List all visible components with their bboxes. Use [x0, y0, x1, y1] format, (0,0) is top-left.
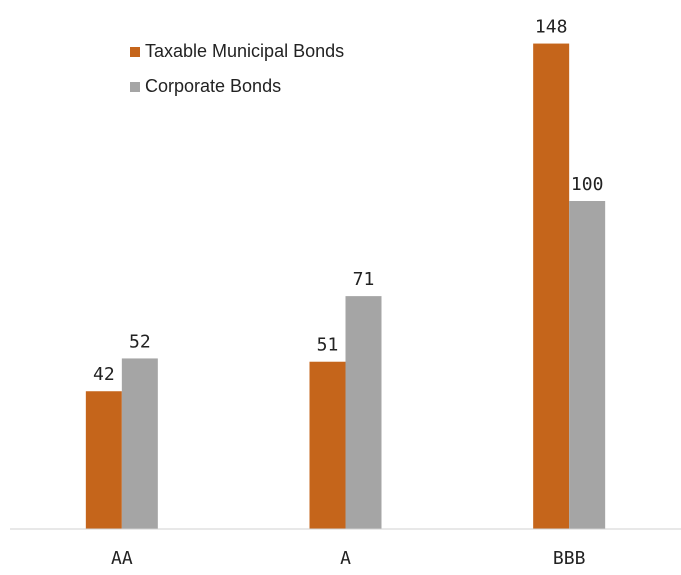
legend-label: Taxable Municipal Bonds [145, 41, 344, 61]
data-label: 148 [535, 17, 568, 38]
legend-label: Corporate Bonds [145, 76, 281, 96]
data-label: 42 [93, 364, 115, 385]
data-label: 51 [317, 335, 339, 356]
bar [309, 361, 346, 529]
x-tick-label: BBB [553, 548, 586, 569]
bar [121, 358, 158, 529]
bar [85, 391, 122, 529]
legend-swatch [130, 47, 140, 57]
bar [533, 43, 570, 530]
x-tick-label: AA [111, 548, 133, 569]
data-label: 100 [571, 174, 604, 195]
legend: Taxable Municipal Bonds Corporate Bonds [130, 41, 344, 96]
bar [569, 201, 606, 529]
data-label: 52 [129, 331, 151, 352]
legend-swatch [130, 82, 140, 92]
x-tick-label: A [340, 548, 351, 569]
data-label: 71 [353, 269, 375, 290]
bar [345, 296, 382, 529]
